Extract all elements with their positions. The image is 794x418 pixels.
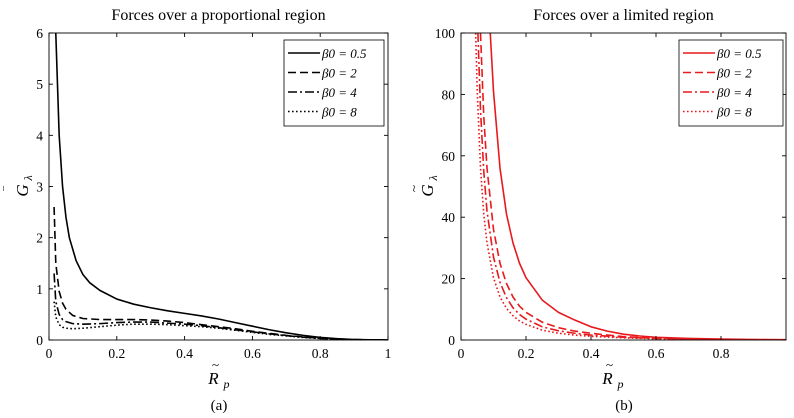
y-tick-label: 0 (36, 333, 43, 348)
x-axis-label-sub: p (617, 377, 624, 391)
y-axis-label-text: G (13, 184, 32, 196)
legend-label-3: β0 = 8 (716, 105, 752, 120)
chart-panel-a: Forces over a proportional region 0 0.2 0.4… (1, 7, 391, 414)
x-tick-label: 0.4 (583, 346, 600, 361)
panel-caption: (b) (615, 398, 633, 414)
x-tick-label: 0 (458, 346, 465, 361)
y-axis-label-text: G (418, 184, 437, 196)
chart-panel-b: Forces over a limited region 0 0.2 0.4 0.6 0.… (406, 7, 787, 414)
series-group (474, 33, 786, 340)
x-tick-label: 0.8 (312, 346, 329, 361)
series-line-3 (53, 301, 388, 340)
y-tick-label: 40 (442, 210, 456, 225)
x-axis-label-text: R (207, 369, 219, 388)
y-tick-label: 100 (435, 26, 456, 41)
legend-label-2: β0 = 4 (716, 85, 752, 100)
x-axis-label: R~ p (601, 357, 623, 391)
y-axis-label-sub: λ (426, 175, 440, 181)
y-tick-label: 4 (36, 128, 43, 143)
y-axis-label: G‾ λ (1, 175, 35, 196)
chart-title: Forces over a limited region (533, 7, 713, 24)
y-tick-label: 6 (36, 26, 43, 41)
y-tick-label: 20 (442, 272, 456, 287)
x-axis-label-accent: ~ (212, 357, 219, 372)
y-tick-label: 5 (36, 77, 43, 92)
y-tick-label: 80 (442, 87, 456, 102)
y-axis-label-sub: λ (21, 175, 35, 181)
x-axis-label: R~ p (207, 357, 229, 391)
legend-label-3: β0 = 8 (321, 105, 357, 120)
x-axis-label-text: R (601, 369, 613, 388)
y-axis-label-accent: ~ (406, 185, 421, 192)
y-tick-label: 60 (442, 149, 456, 164)
legend: β0 = 0.5 β0 = 2 β0 = 4 β0 = 8 (283, 39, 385, 127)
chart-title: Forces over a proportional region (111, 7, 325, 24)
y-tick-label: 1 (36, 282, 43, 297)
x-tick-label: 0.2 (518, 346, 535, 361)
series-line-1 (479, 33, 786, 340)
legend-label-1: β0 = 2 (716, 66, 752, 81)
x-tick-label: 0.4 (176, 346, 193, 361)
axes-box (460, 32, 787, 341)
legend-label-1: β0 = 2 (321, 66, 357, 81)
series-line-3 (474, 33, 786, 340)
x-tick-label: 0.8 (713, 346, 730, 361)
x-axis-label-accent: ~ (606, 357, 613, 372)
y-tick-label: 2 (36, 231, 43, 246)
legend-label-2: β0 = 4 (321, 85, 357, 100)
y-tick-label: 3 (36, 180, 43, 195)
x-tick-label: 0.2 (108, 346, 125, 361)
x-tick-label: 0 (46, 346, 53, 361)
y-axis-label-accent: ‾ (1, 186, 16, 192)
series-line-2 (53, 273, 388, 340)
panel-caption: (a) (211, 398, 228, 414)
x-axis-label-sub: p (223, 377, 230, 391)
y-tick-label: 0 (448, 333, 455, 348)
y-axis-label: G~ λ (406, 175, 440, 196)
series-line-0 (54, 33, 388, 340)
x-tick-label: 0.6 (244, 346, 261, 361)
x-tick-label: 1 (385, 346, 392, 361)
x-tick-label: 0.6 (648, 346, 665, 361)
legend-label-0: β0 = 0.5 (321, 46, 367, 61)
legend-label-0: β0 = 0.5 (716, 46, 762, 61)
legend: β0 = 0.5 β0 = 2 β0 = 4 β0 = 8 (678, 39, 784, 127)
